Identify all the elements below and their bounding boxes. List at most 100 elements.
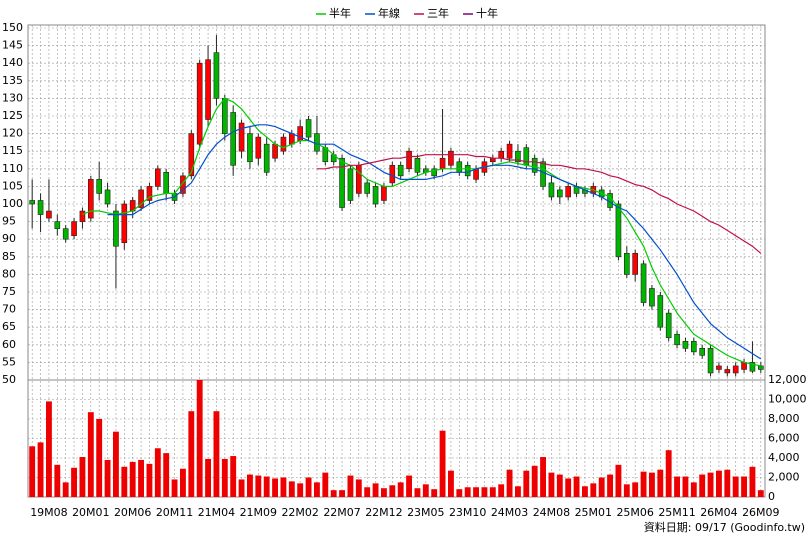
y-tick-label: 85 bbox=[2, 250, 16, 263]
volume-bar bbox=[314, 482, 320, 497]
candle-body bbox=[690, 340, 697, 353]
volume-bar bbox=[506, 469, 513, 497]
x-tick-label: 22M12 bbox=[365, 506, 403, 519]
candle-body bbox=[46, 210, 52, 219]
volume-bar bbox=[749, 466, 756, 497]
x-tick-label: 25M11 bbox=[658, 506, 696, 519]
candle-body bbox=[665, 312, 672, 339]
volume-bar bbox=[682, 476, 689, 497]
volume-bar bbox=[665, 450, 672, 497]
candle-body bbox=[188, 133, 195, 177]
y2-tick-label: 6,000 bbox=[768, 432, 800, 445]
candle-body bbox=[565, 186, 571, 198]
volume-bar bbox=[255, 475, 262, 497]
volume-bar bbox=[422, 484, 429, 497]
x-tick-label: 23M05 bbox=[407, 506, 445, 519]
candle-body bbox=[540, 161, 546, 187]
candle-body bbox=[448, 150, 454, 166]
y-tick-label: 80 bbox=[2, 267, 16, 280]
candle-body bbox=[62, 228, 69, 240]
x-tick-label: 22M07 bbox=[323, 506, 361, 519]
candle-body bbox=[255, 136, 262, 159]
plot-frame bbox=[27, 24, 766, 498]
volume-bar bbox=[515, 486, 521, 497]
candle-body bbox=[138, 189, 144, 208]
candle-body bbox=[238, 122, 245, 152]
volume-bar bbox=[632, 482, 639, 497]
y-tick-label: 135 bbox=[2, 74, 23, 87]
volume-bar bbox=[113, 431, 119, 497]
candle-body bbox=[372, 186, 379, 205]
y-tick-label: 50 bbox=[2, 373, 16, 386]
volume-bar bbox=[732, 476, 739, 497]
candle-body bbox=[272, 143, 278, 159]
y2-tick-label: 2,000 bbox=[768, 471, 800, 484]
x-tick-label: 23M10 bbox=[449, 506, 487, 519]
candle-body bbox=[414, 157, 421, 173]
volume-bar bbox=[623, 484, 630, 497]
volume-bar bbox=[154, 448, 161, 497]
volume-bar bbox=[406, 475, 412, 497]
footer: 資料日期: 09/17 (Goodinfo.tw) bbox=[644, 520, 805, 534]
volume-bar bbox=[372, 483, 379, 497]
candle-body bbox=[741, 362, 747, 370]
candle-body bbox=[397, 164, 404, 177]
x-tick-label: 25M06 bbox=[616, 506, 654, 519]
candle-body bbox=[71, 221, 77, 236]
volume-bar bbox=[741, 476, 747, 497]
volume-bar bbox=[498, 484, 505, 497]
x-tick-label: 20M11 bbox=[156, 506, 194, 519]
candle-body bbox=[96, 179, 103, 194]
candle-body bbox=[263, 143, 270, 173]
volume-bar bbox=[431, 489, 438, 497]
candle-body bbox=[288, 133, 295, 145]
volume-bar bbox=[615, 464, 622, 497]
volume-bar bbox=[481, 487, 488, 497]
y-tick-label: 125 bbox=[2, 109, 23, 122]
candle-body bbox=[155, 168, 161, 187]
volume-bar bbox=[649, 472, 655, 497]
volume-bar bbox=[573, 476, 580, 497]
volume-bar bbox=[247, 474, 253, 497]
y-tick-label: 95 bbox=[2, 215, 16, 228]
volume-bar bbox=[674, 476, 680, 497]
volume-bar bbox=[757, 490, 764, 497]
x-tick-label: 21M04 bbox=[198, 506, 236, 519]
y-tick-label: 70 bbox=[2, 303, 16, 316]
volume-bar bbox=[397, 482, 404, 497]
candle-body bbox=[674, 333, 680, 346]
x-tick-label: 19M08 bbox=[30, 506, 68, 519]
volume-bar bbox=[121, 466, 128, 497]
y-tick-label: 75 bbox=[2, 285, 16, 298]
x-tick-label: 20M06 bbox=[114, 506, 152, 519]
volume-bar bbox=[171, 479, 178, 497]
volume-bar bbox=[389, 485, 396, 497]
y2-tick-label: 0 bbox=[768, 490, 775, 503]
volume-bar bbox=[263, 476, 270, 497]
volume-bar bbox=[339, 490, 345, 497]
candle-body bbox=[439, 157, 446, 170]
volume-bar bbox=[79, 457, 86, 497]
y-tick-label: 120 bbox=[2, 127, 23, 140]
ma-line bbox=[82, 97, 761, 367]
volume-bar bbox=[456, 489, 463, 497]
volume-bar bbox=[46, 401, 52, 497]
candle-body bbox=[355, 164, 362, 194]
y2-tick-label: 4,000 bbox=[768, 451, 800, 464]
candle-body bbox=[757, 365, 764, 370]
candle-body bbox=[205, 59, 211, 120]
candle-body bbox=[280, 136, 287, 152]
ma-line bbox=[107, 124, 762, 360]
candle-body bbox=[389, 164, 396, 184]
volume-bar bbox=[556, 474, 563, 497]
volume-bar bbox=[716, 470, 722, 497]
legend-label: 三年 bbox=[427, 6, 449, 20]
candle-body bbox=[657, 295, 664, 328]
x-tick-label: 22M02 bbox=[281, 506, 319, 519]
candle-body bbox=[146, 186, 153, 201]
y-tick-label: 130 bbox=[2, 91, 23, 104]
volume-bar bbox=[280, 477, 287, 497]
candle-body bbox=[556, 189, 563, 198]
legend-label: 半年 bbox=[329, 6, 351, 20]
